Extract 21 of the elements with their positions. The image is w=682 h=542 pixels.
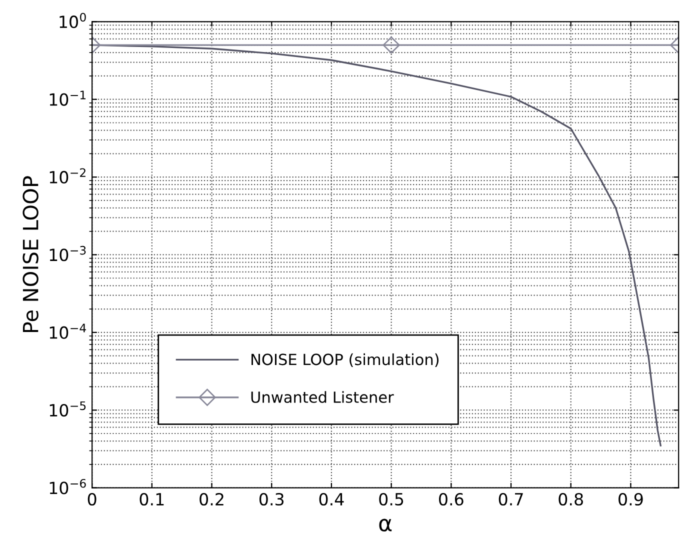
y-tick-label: 10$^{−2}$: [50, 168, 86, 184]
y-tick-label: 10$^{−6}$: [50, 478, 86, 494]
x-tick-label: 0.1: [140, 492, 164, 506]
legend-label: NOISE LOOP (simulation): [252, 353, 439, 368]
x-tick-label: 0.7: [498, 492, 523, 506]
y-tick-label: 10$^{0}$: [60, 12, 86, 28]
x-tick-label: 0.9: [618, 492, 643, 506]
y-axis-title: Pe NOISE LOOP: [22, 176, 38, 332]
y-tick-label: 10$^{−3}$: [50, 246, 86, 262]
x-axis-title: α: [379, 518, 392, 532]
legend-label: Unwanted Listener: [251, 391, 394, 403]
x-tick-label: 0.6: [439, 492, 464, 506]
y-tick-label: 10$^{−4}$: [50, 324, 86, 339]
x-tick-label: 0: [88, 492, 96, 506]
x-tick-label: 0.2: [200, 492, 224, 506]
x-tick-label: 0.8: [558, 492, 583, 506]
x-tick-label: 0.3: [259, 492, 284, 506]
y-tick-label: 10$^{−1}$: [50, 90, 86, 106]
x-tick-label: 0.5: [379, 492, 404, 506]
x-tick-label: 0.4: [319, 492, 344, 506]
y-tick-label: 10$^{−5}$: [50, 401, 86, 417]
